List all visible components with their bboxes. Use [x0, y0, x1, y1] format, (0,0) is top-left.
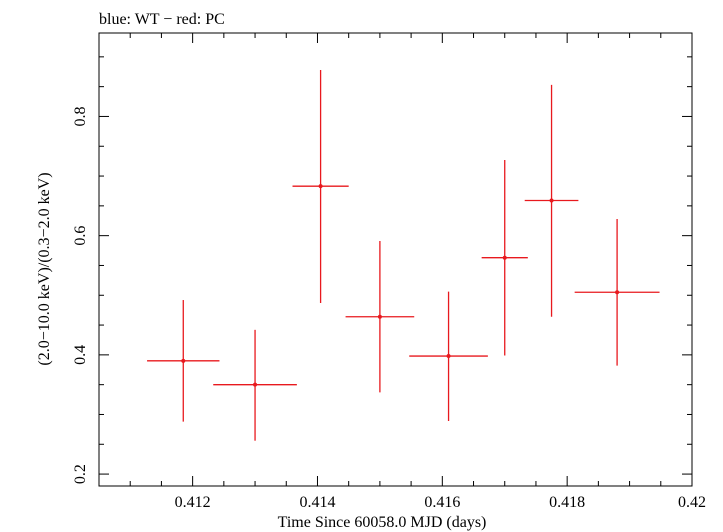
- y-tick-label: 0.4: [72, 345, 89, 365]
- x-axis-label: Time Since 60058.0 MJD (days): [278, 514, 487, 531]
- data-point: [574, 218, 660, 366]
- y-tick-label: 0.8: [72, 106, 89, 126]
- point-marker: [446, 354, 451, 359]
- data-point: [292, 69, 349, 304]
- point-marker: [181, 358, 186, 363]
- x-tick-label: 0.412: [175, 494, 211, 511]
- y-axis-label: (2.0−10.0 keV)/(0.3−2.0 keV): [36, 172, 53, 365]
- x-tick-label: 0.416: [424, 494, 460, 511]
- axis-ticks: 0.412 0.414 0.416 0.418 0.42 0.2 0.4 0.6 0.8: [72, 33, 706, 511]
- x-tick-label: 0.418: [549, 494, 585, 511]
- point-marker: [253, 382, 258, 387]
- chart-title: blue: WT − red: PC: [99, 11, 225, 28]
- data-point: [481, 159, 528, 356]
- x-tick-label: 0.414: [299, 494, 335, 511]
- data-point: [409, 291, 488, 422]
- data-marks: [147, 69, 660, 441]
- point-marker: [318, 184, 323, 189]
- point-marker: [549, 198, 554, 203]
- point-marker: [615, 290, 620, 295]
- point-marker: [377, 314, 382, 319]
- data-point: [345, 241, 415, 393]
- x-tick-label: 0.42: [678, 494, 706, 511]
- y-tick-label: 0.2: [72, 464, 89, 484]
- y-tick-label: 0.6: [72, 226, 89, 246]
- data-point: [524, 84, 579, 317]
- plot-frame: [98, 32, 693, 487]
- data-point: [213, 329, 297, 441]
- point-marker: [502, 255, 507, 260]
- data-point: [147, 300, 220, 422]
